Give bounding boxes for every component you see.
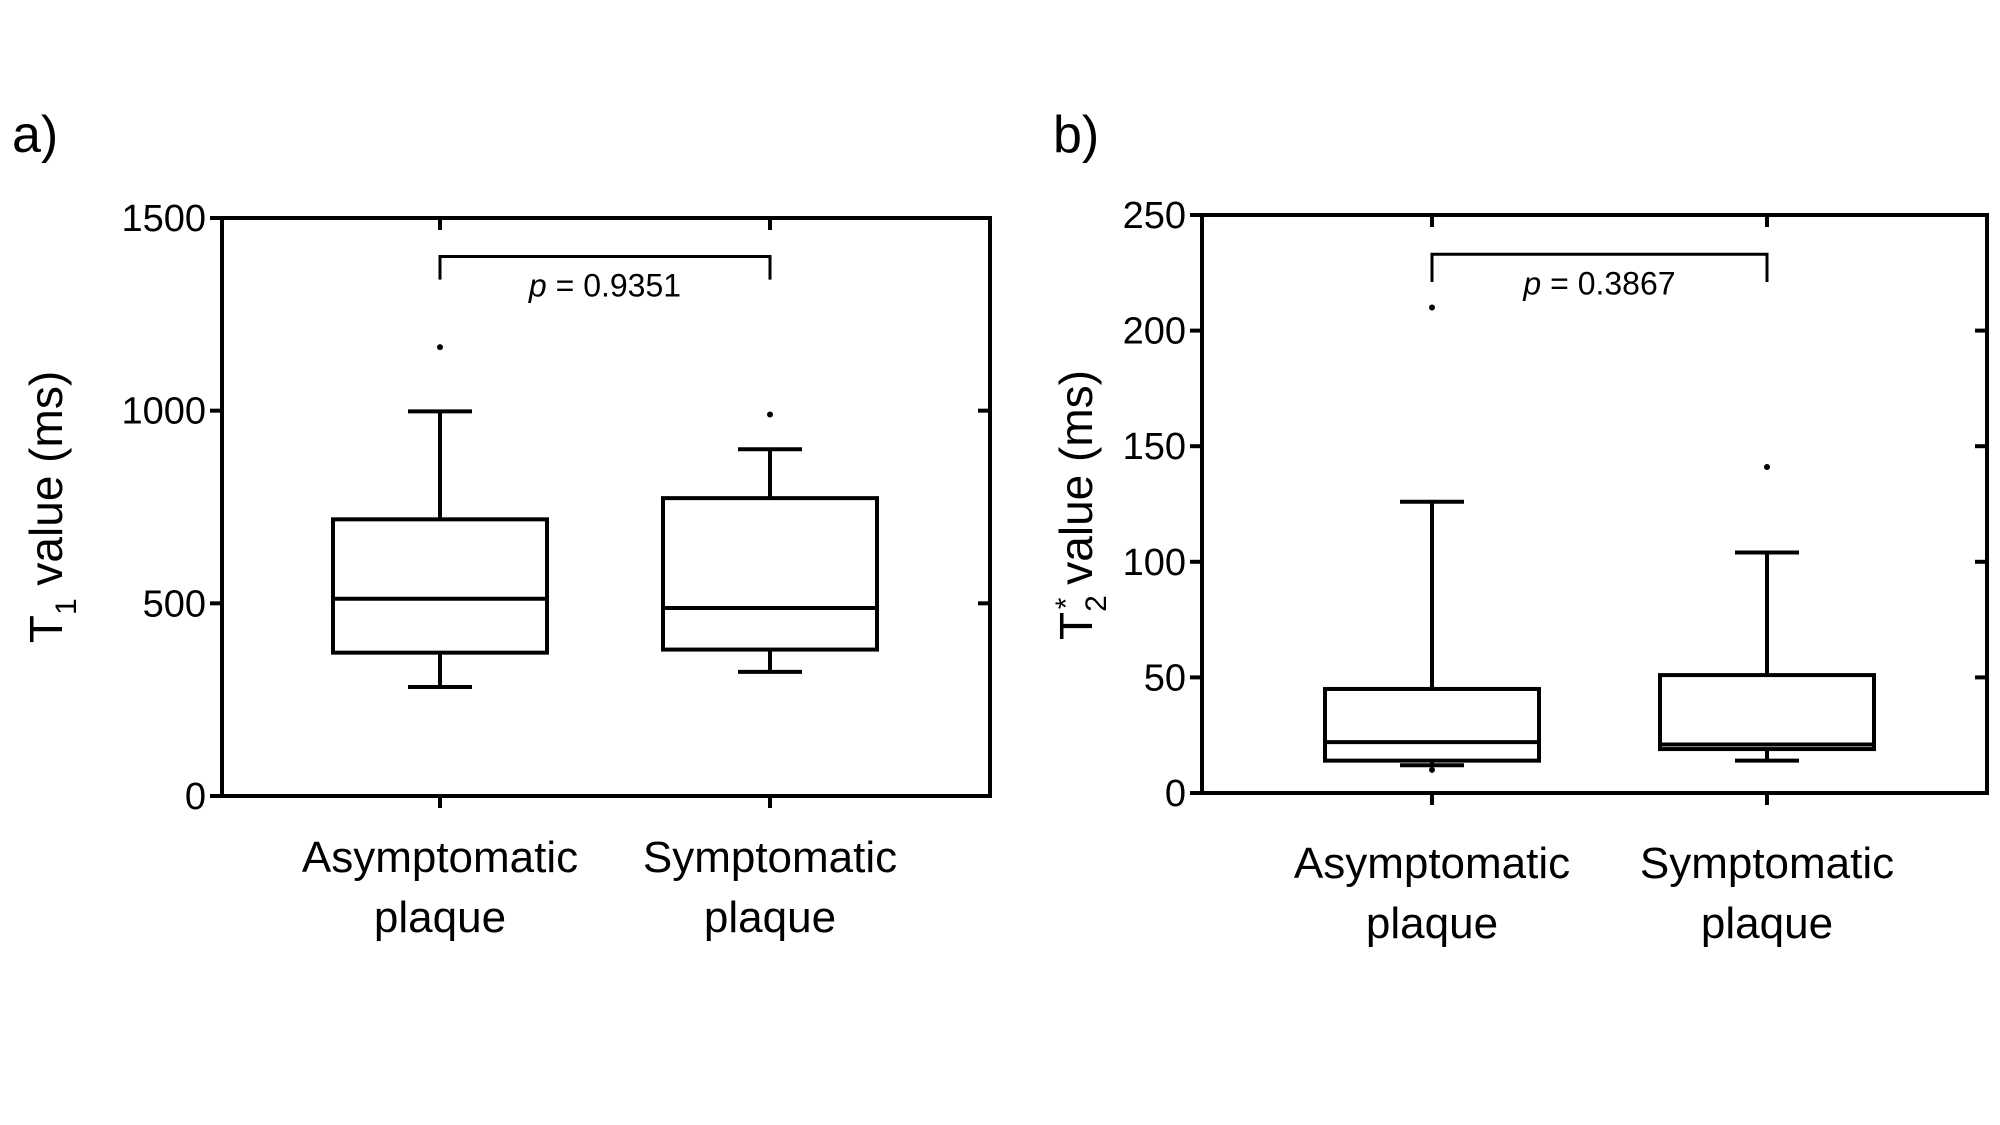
y-tick-label-a-500: 500 — [143, 583, 206, 625]
y-tick-label-b-250: 250 — [1123, 195, 1186, 237]
panel-a-t1-chart: a) 0 500 1000 1500 T1 value (ms) Asymptomatic p… — [12, 106, 992, 942]
box-body — [1323, 686, 1541, 763]
box-a-0 — [331, 344, 549, 689]
outlier-point-0 — [1764, 464, 1770, 471]
outlier-point-1 — [1429, 304, 1435, 311]
box-a-1 — [661, 411, 879, 674]
outlier-point-0 — [1429, 766, 1435, 773]
panel-label-a: a) — [12, 106, 58, 164]
panel-label-b: b) — [1053, 106, 1099, 164]
box-body — [661, 496, 879, 652]
outlier-point-0 — [437, 344, 443, 351]
category-label-a-1: Symptomatic plaque — [643, 833, 897, 942]
category-label-b-0: Asymptomatic plaque — [1294, 839, 1570, 948]
significance-bracket-b — [1430, 252, 1769, 283]
y-tick-label-a-1500: 1500 — [121, 198, 206, 240]
box-b-0 — [1323, 304, 1541, 773]
category-label-a-0: Asymptomatic plaque — [302, 833, 578, 942]
y-tick-label-a-1000: 1000 — [121, 391, 206, 433]
significance-bracket-a — [438, 255, 772, 280]
y-tick-label-b-0: 0 — [1165, 773, 1186, 815]
y-tick-label-a-0: 0 — [185, 776, 206, 818]
plot-frame-a — [220, 216, 992, 798]
box-b-1 — [1658, 464, 1876, 763]
y-axis-title-b: T2* value (ms) — [1050, 370, 1113, 640]
p-value-label-a: p = 0.9351 — [528, 268, 681, 304]
y-axis-title-a: T1 value (ms) — [20, 371, 83, 643]
y-tick-label-b-200: 200 — [1123, 311, 1186, 353]
y-tick-label-b-50: 50 — [1144, 657, 1186, 699]
box-body — [331, 517, 549, 655]
y-tick-label-b-150: 150 — [1123, 426, 1186, 468]
p-value-label-b: p = 0.3867 — [1522, 265, 1675, 301]
panel-b-t2star-chart: b) 0 50 100 150 200 250 T2* value (ms) Asymptoma… — [1050, 106, 1989, 948]
box-body — [1658, 673, 1876, 752]
plot-frame-b — [1200, 213, 1989, 795]
category-label-b-1: Symptomatic plaque — [1640, 839, 1894, 948]
y-tick-label-b-100: 100 — [1123, 542, 1186, 584]
outlier-point-0 — [767, 411, 773, 418]
